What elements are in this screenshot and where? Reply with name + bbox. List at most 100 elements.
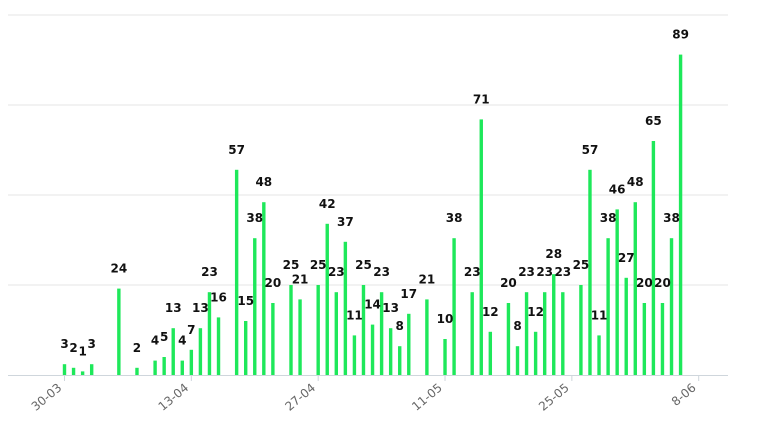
bar[interactable] — [361, 285, 366, 375]
data-label: 8 — [396, 319, 404, 333]
bar[interactable] — [71, 367, 76, 375]
bar[interactable] — [388, 328, 393, 375]
x-tick-label: 8-06 — [669, 381, 699, 409]
data-label: 13 — [382, 301, 399, 315]
bar[interactable] — [506, 303, 511, 375]
bar[interactable] — [624, 277, 628, 375]
bar[interactable] — [678, 54, 683, 375]
data-label: 37 — [337, 215, 354, 229]
bar[interactable] — [171, 328, 175, 375]
bar[interactable] — [135, 367, 139, 375]
bar[interactable] — [234, 169, 239, 375]
data-label: 13 — [192, 301, 209, 315]
bar[interactable] — [407, 313, 411, 375]
data-label: 2 — [69, 341, 77, 355]
bar[interactable] — [271, 303, 275, 375]
bar[interactable] — [633, 202, 637, 375]
bar[interactable] — [452, 238, 456, 375]
bar[interactable] — [552, 274, 556, 375]
data-label: 27 — [618, 251, 635, 265]
data-label: 21 — [419, 272, 436, 286]
bar[interactable] — [533, 331, 538, 375]
bar[interactable] — [398, 346, 402, 375]
bar[interactable] — [479, 119, 483, 376]
bar[interactable] — [606, 238, 610, 375]
x-tick-label: 27-04 — [282, 381, 318, 414]
data-label: 25 — [283, 258, 300, 272]
bar[interactable] — [669, 238, 674, 375]
data-label: 3 — [60, 337, 68, 351]
data-label: 23 — [518, 265, 535, 279]
bar[interactable] — [162, 357, 166, 375]
bar[interactable] — [370, 324, 375, 375]
bar[interactable] — [642, 303, 647, 375]
bar[interactable] — [651, 141, 656, 375]
data-label: 7 — [187, 323, 195, 337]
data-label: 23 — [554, 265, 571, 279]
data-label: 46 — [609, 182, 626, 196]
bar[interactable] — [80, 371, 85, 375]
data-label: 65 — [645, 114, 662, 128]
data-label: 23 — [328, 265, 345, 279]
data-label: 13 — [165, 301, 182, 315]
bar[interactable] — [316, 285, 320, 375]
data-label: 28 — [545, 247, 562, 261]
bar[interactable] — [443, 339, 447, 375]
bar[interactable] — [198, 328, 203, 375]
gridlines — [8, 14, 728, 286]
data-label: 3 — [88, 337, 96, 351]
data-label: 48 — [627, 175, 644, 189]
bar[interactable] — [597, 335, 601, 375]
bar[interactable] — [425, 299, 429, 375]
data-label: 10 — [437, 312, 454, 326]
data-label: 25 — [310, 258, 327, 272]
bar[interactable] — [352, 335, 357, 375]
bar[interactable] — [117, 288, 121, 375]
data-label: 16 — [210, 290, 227, 304]
bar[interactable] — [515, 346, 520, 375]
data-label: 23 — [464, 265, 481, 279]
bar[interactable] — [615, 209, 619, 375]
bar[interactable] — [216, 317, 221, 375]
data-label: 38 — [246, 211, 263, 225]
data-label: 42 — [319, 197, 336, 211]
data-label: 23 — [201, 265, 218, 279]
data-label: 38 — [663, 211, 680, 225]
bar[interactable] — [561, 292, 565, 375]
bar[interactable] — [189, 349, 194, 375]
bar[interactable] — [89, 364, 94, 375]
data-label: 25 — [573, 258, 590, 272]
bar[interactable] — [62, 364, 67, 375]
data-label: 23 — [536, 265, 553, 279]
bar[interactable] — [153, 360, 157, 375]
bar[interactable] — [207, 292, 212, 375]
data-label: 5 — [160, 330, 168, 344]
data-label: 38 — [446, 211, 463, 225]
bar[interactable] — [488, 331, 493, 375]
bar[interactable] — [289, 285, 293, 375]
bar[interactable] — [334, 292, 338, 375]
data-label: 21 — [292, 272, 309, 286]
bar[interactable] — [542, 292, 547, 375]
data-label: 48 — [255, 175, 272, 189]
bar[interactable] — [244, 321, 248, 375]
bar[interactable] — [262, 202, 266, 375]
bar[interactable] — [579, 285, 583, 375]
bar[interactable] — [253, 238, 257, 375]
bar[interactable] — [660, 303, 665, 375]
bar[interactable] — [343, 241, 348, 375]
bar[interactable] — [180, 360, 184, 375]
x-tick-label: 13-04 — [156, 381, 192, 414]
data-label: 11 — [346, 308, 363, 322]
data-label: 38 — [600, 211, 617, 225]
bar[interactable] — [298, 299, 302, 375]
x-tick-label: 11-05 — [409, 381, 445, 414]
bar[interactable] — [524, 292, 529, 375]
bar[interactable] — [325, 223, 329, 375]
data-label: 1 — [78, 344, 86, 358]
data-label: 4 — [178, 334, 186, 348]
bar[interactable] — [379, 292, 384, 375]
bar[interactable] — [470, 292, 474, 375]
bar[interactable] — [588, 169, 592, 375]
